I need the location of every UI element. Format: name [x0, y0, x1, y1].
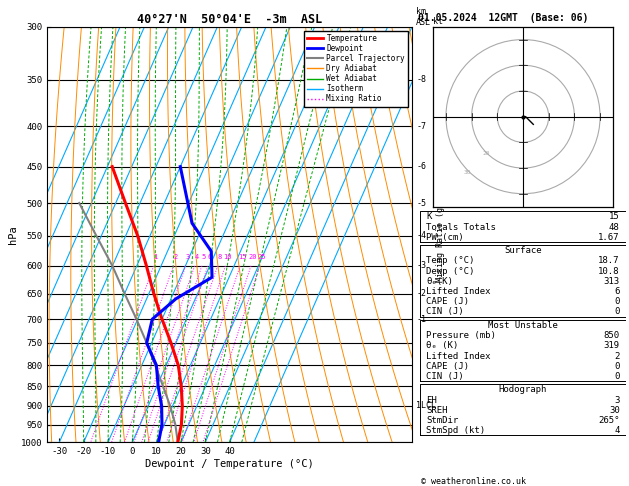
Text: 6: 6 [208, 254, 212, 260]
Text: Dewp (°C): Dewp (°C) [426, 267, 475, 276]
Text: -3: -3 [416, 261, 426, 270]
Text: 10: 10 [223, 254, 231, 260]
Text: km
ASL: km ASL [416, 7, 431, 27]
Text: StmSpd (kt): StmSpd (kt) [426, 426, 486, 435]
Text: PW (cm): PW (cm) [426, 233, 464, 242]
Text: 313: 313 [604, 277, 620, 286]
Text: K: K [426, 212, 431, 221]
Text: 8: 8 [218, 254, 221, 260]
Text: CAPE (J): CAPE (J) [426, 297, 469, 306]
Text: © weatheronline.co.uk: © weatheronline.co.uk [421, 477, 526, 486]
Legend: Temperature, Dewpoint, Parcel Trajectory, Dry Adiabat, Wet Adiabat, Isotherm, Mi: Temperature, Dewpoint, Parcel Trajectory… [304, 31, 408, 106]
Text: 18.7: 18.7 [598, 257, 620, 265]
Text: 15: 15 [238, 254, 246, 260]
Text: 15: 15 [609, 212, 620, 221]
Text: 3: 3 [615, 396, 620, 405]
Text: -6: -6 [416, 162, 426, 171]
Text: 2: 2 [615, 351, 620, 361]
Text: -4: -4 [416, 231, 426, 241]
Text: Surface: Surface [504, 246, 542, 255]
Text: 3: 3 [186, 254, 190, 260]
Text: 1LCL: 1LCL [416, 401, 436, 410]
Text: kt: kt [433, 17, 443, 26]
Text: Hodograph: Hodograph [499, 385, 547, 395]
Text: 10.8: 10.8 [598, 267, 620, 276]
Text: 6: 6 [615, 287, 620, 296]
Text: 1.67: 1.67 [598, 233, 620, 242]
Text: -8: -8 [416, 75, 426, 85]
Text: 4: 4 [194, 254, 199, 260]
Text: θₑ (K): θₑ (K) [426, 341, 459, 350]
Text: Pressure (mb): Pressure (mb) [426, 331, 496, 340]
Text: Most Unstable: Most Unstable [488, 321, 558, 330]
Text: -1: -1 [416, 314, 426, 324]
Title: 40°27'N  50°04'E  -3m  ASL: 40°27'N 50°04'E -3m ASL [137, 13, 322, 26]
Text: 30: 30 [464, 170, 471, 174]
Y-axis label: hPa: hPa [8, 225, 18, 244]
Text: StmDir: StmDir [426, 416, 459, 425]
Text: 850: 850 [604, 331, 620, 340]
Text: 0: 0 [615, 308, 620, 316]
Text: Mixing Ratio (g/kg): Mixing Ratio (g/kg) [436, 187, 445, 282]
Text: 30: 30 [609, 406, 620, 415]
Text: 5: 5 [202, 254, 206, 260]
Text: -7: -7 [416, 122, 426, 131]
Text: -5: -5 [416, 199, 426, 208]
Text: 20: 20 [482, 151, 490, 156]
Text: -2: -2 [416, 289, 426, 298]
Text: Lifted Index: Lifted Index [426, 287, 491, 296]
Text: 25: 25 [257, 254, 265, 260]
Text: 0: 0 [615, 297, 620, 306]
Text: EH: EH [426, 396, 437, 405]
Text: Temp (°C): Temp (°C) [426, 257, 475, 265]
Text: 4: 4 [615, 426, 620, 435]
Text: Lifted Index: Lifted Index [426, 351, 491, 361]
X-axis label: Dewpoint / Temperature (°C): Dewpoint / Temperature (°C) [145, 459, 314, 469]
Text: 2: 2 [174, 254, 177, 260]
Text: 01.05.2024  12GMT  (Base: 06): 01.05.2024 12GMT (Base: 06) [418, 13, 589, 23]
Text: CIN (J): CIN (J) [426, 308, 464, 316]
Text: SREH: SREH [426, 406, 448, 415]
Text: 1: 1 [153, 254, 158, 260]
Text: 265°: 265° [598, 416, 620, 425]
Text: Totals Totals: Totals Totals [426, 223, 496, 231]
Text: θₑ(K): θₑ(K) [426, 277, 454, 286]
Text: 48: 48 [609, 223, 620, 231]
Text: CIN (J): CIN (J) [426, 372, 464, 381]
Text: 319: 319 [604, 341, 620, 350]
Text: CAPE (J): CAPE (J) [426, 362, 469, 371]
Text: 20: 20 [248, 254, 257, 260]
Text: 0: 0 [615, 362, 620, 371]
Text: 0: 0 [615, 372, 620, 381]
